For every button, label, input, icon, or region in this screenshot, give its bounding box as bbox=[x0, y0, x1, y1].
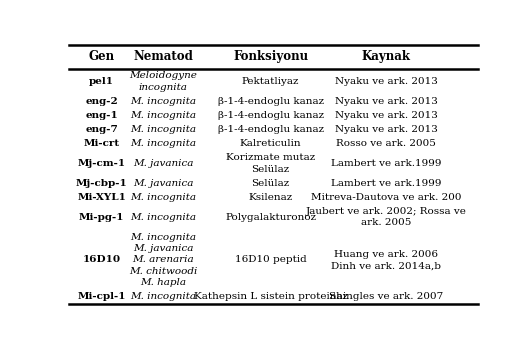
Text: M. javanica: M. javanica bbox=[133, 179, 194, 188]
Text: Mi-cpl-1: Mi-cpl-1 bbox=[77, 292, 126, 301]
Text: Korizmate mutaz: Korizmate mutaz bbox=[226, 153, 315, 162]
Text: Nyaku ve ark. 2013: Nyaku ve ark. 2013 bbox=[335, 111, 437, 120]
Text: M. incognita: M. incognita bbox=[130, 139, 196, 148]
Text: M. incognita: M. incognita bbox=[130, 193, 196, 202]
Text: Nyaku ve ark. 2013: Nyaku ve ark. 2013 bbox=[335, 77, 437, 86]
Text: Fonksiyonu: Fonksiyonu bbox=[233, 51, 308, 63]
Text: Kathepsin L sistein proteinaz: Kathepsin L sistein proteinaz bbox=[194, 292, 347, 301]
Text: Shingles ve ark. 2007: Shingles ve ark. 2007 bbox=[329, 292, 443, 301]
Text: eng-2: eng-2 bbox=[85, 97, 118, 106]
Text: Nematod: Nematod bbox=[134, 51, 193, 63]
Text: Nyaku ve ark. 2013: Nyaku ve ark. 2013 bbox=[335, 125, 437, 134]
Text: 16D10: 16D10 bbox=[82, 256, 121, 265]
Text: Jaubert ve ark. 2002; Rossa ve: Jaubert ve ark. 2002; Rossa ve bbox=[305, 207, 467, 216]
Text: Nyaku ve ark. 2013: Nyaku ve ark. 2013 bbox=[335, 97, 437, 106]
Text: Lambert ve ark.1999: Lambert ve ark.1999 bbox=[331, 179, 441, 188]
Text: M. hapla: M. hapla bbox=[140, 278, 186, 287]
Text: Mitreva-Dautova ve ark. 200: Mitreva-Dautova ve ark. 200 bbox=[311, 193, 461, 202]
Text: β-1-4-endoglu kanaz: β-1-4-endoglu kanaz bbox=[218, 125, 323, 134]
Text: Meloidogyne: Meloidogyne bbox=[129, 71, 197, 80]
Text: Ksilenaz: Ksilenaz bbox=[248, 193, 293, 202]
Text: ark. 2005: ark. 2005 bbox=[361, 218, 411, 227]
Text: Huang ve ark. 2006: Huang ve ark. 2006 bbox=[334, 250, 438, 259]
Text: Pektatliyaz: Pektatliyaz bbox=[242, 77, 300, 86]
Text: Rosso ve ark. 2005: Rosso ve ark. 2005 bbox=[336, 139, 436, 148]
Text: M. chitwoodi: M. chitwoodi bbox=[129, 267, 197, 276]
Text: Dinh ve ark. 2014a,b: Dinh ve ark. 2014a,b bbox=[331, 261, 441, 270]
Text: Mj-cbp-1: Mj-cbp-1 bbox=[76, 179, 128, 188]
Text: Selülaz: Selülaz bbox=[252, 164, 290, 174]
Text: M. arenaria: M. arenaria bbox=[132, 256, 194, 265]
Text: eng-1: eng-1 bbox=[85, 111, 118, 120]
Text: Mj-cm-1: Mj-cm-1 bbox=[78, 159, 126, 168]
Text: incognita: incognita bbox=[139, 83, 188, 92]
Text: Mi-XYL1: Mi-XYL1 bbox=[77, 193, 126, 202]
Text: M. javanica: M. javanica bbox=[133, 244, 194, 253]
Text: M. javanica: M. javanica bbox=[133, 159, 194, 168]
Text: M. incognita: M. incognita bbox=[130, 213, 196, 222]
Text: Gen: Gen bbox=[88, 51, 114, 63]
Text: Mi-crt: Mi-crt bbox=[84, 139, 120, 148]
Text: 16D10 peptid: 16D10 peptid bbox=[235, 256, 306, 265]
Text: β-1-4-endoglu kanaz: β-1-4-endoglu kanaz bbox=[218, 97, 323, 106]
Text: β-1-4-endoglu kanaz: β-1-4-endoglu kanaz bbox=[218, 111, 323, 120]
Text: Polygalakturonoz: Polygalakturonoz bbox=[225, 213, 316, 222]
Text: Selülaz: Selülaz bbox=[252, 179, 290, 188]
Text: Kalreticulin: Kalreticulin bbox=[240, 139, 302, 148]
Text: M. incognita: M. incognita bbox=[130, 97, 196, 106]
Text: pel1: pel1 bbox=[89, 77, 114, 86]
Text: Lambert ve ark.1999: Lambert ve ark.1999 bbox=[331, 159, 441, 168]
Text: Kaynak: Kaynak bbox=[362, 51, 411, 63]
Text: M. incognita: M. incognita bbox=[130, 111, 196, 120]
Text: M. incognita: M. incognita bbox=[130, 125, 196, 134]
Text: Mi-pg-1: Mi-pg-1 bbox=[79, 213, 124, 222]
Text: M. incognita: M. incognita bbox=[130, 292, 196, 301]
Text: M. incognita: M. incognita bbox=[130, 233, 196, 241]
Text: eng-7: eng-7 bbox=[85, 125, 118, 134]
